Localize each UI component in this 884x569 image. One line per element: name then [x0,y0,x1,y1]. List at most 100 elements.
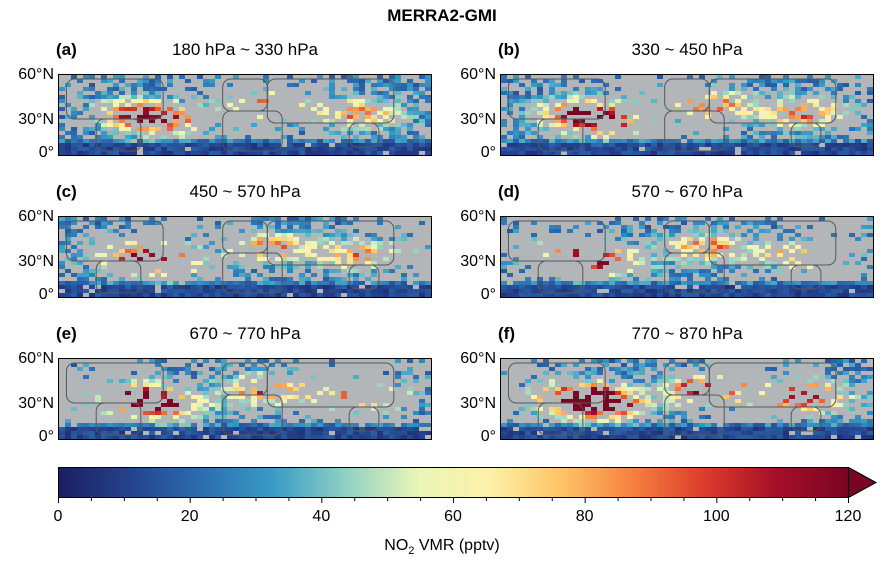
map-cell [185,119,191,123]
map-cell [257,285,263,289]
map-cell [269,423,275,427]
map-cell [687,399,693,403]
map-cell [573,87,579,91]
map-cell [389,119,395,123]
map-cell [507,79,513,83]
map-cell [699,139,705,143]
map-cell [299,217,305,221]
map-cell [155,435,161,439]
map-cell [155,79,161,83]
map-cell [107,151,113,155]
map-cell [83,281,89,285]
map-cell [323,273,329,277]
map-cell [401,135,407,139]
map-cell [669,261,675,265]
map-cell [101,131,107,135]
map-cell [783,245,789,249]
map-cell [317,139,323,143]
map-cell [347,131,353,135]
map-cell [513,139,519,143]
map-cell [353,127,359,131]
map-cell [83,143,89,147]
map-cell [161,87,167,91]
map-cell [759,241,765,245]
map-cell [269,395,275,399]
map-cell [615,431,621,435]
map-cell [299,423,305,427]
map-cell [71,139,77,143]
map-cell [813,103,819,107]
map-cell [549,427,555,431]
map-cell [783,281,789,285]
map-cell [621,151,627,155]
map-cell [669,241,675,245]
map-cell [729,431,735,435]
map-cell [167,371,173,375]
map-cell [221,281,227,285]
map-cell [299,229,305,233]
map-cell [753,431,759,435]
map-cell [519,289,525,293]
map-cell [83,75,89,79]
map-cell [329,285,335,289]
map-cell [849,139,855,143]
map-cell [275,415,281,419]
map-cell [131,107,137,111]
map-cell [293,143,299,147]
map-cell [789,131,795,135]
map-cell [759,285,765,289]
map-cell [305,139,311,143]
map-cell [693,423,699,427]
map-cell [233,427,239,431]
map-cell [305,245,311,249]
map-cell [119,431,125,435]
map-cell [867,403,873,407]
map-cell [173,415,179,419]
map-cell [275,265,281,269]
map-cell [347,435,353,439]
coastline [790,264,822,290]
map-cell [143,249,149,253]
map-cell [371,107,377,111]
map-cell [597,281,603,285]
map-cell [383,95,389,99]
map-cell [389,249,395,253]
map-cell [699,151,705,155]
map-cell [573,123,579,127]
map-cell [59,261,65,265]
map-cell [143,95,149,99]
map-cell [353,423,359,427]
map-cell [143,107,149,111]
map-cell [77,79,83,83]
map-cell [699,423,705,427]
map-cell [669,427,675,431]
panel-f-lat-60: 60°N [460,350,496,367]
map-cell [269,261,275,265]
map-cell [597,91,603,95]
map-cell [621,273,627,277]
map-cell [627,253,633,257]
map-cell [395,111,401,115]
map-cell [573,91,579,95]
map-cell [185,281,191,285]
map-cell [603,111,609,115]
map-cell [591,127,597,131]
map-cell [389,237,395,241]
map-cell [777,79,783,83]
map-cell [813,407,819,411]
map-cell [813,91,819,95]
map-cell [861,427,867,431]
map-cell [831,423,837,427]
map-cell [675,403,681,407]
map-cell [801,139,807,143]
map-cell [377,79,383,83]
map-cell [561,289,567,293]
map-cell [537,407,543,411]
map-cell [573,127,579,131]
map-cell [323,423,329,427]
map-cell [227,293,233,297]
map-cell [645,427,651,431]
map-cell [143,289,149,293]
map-cell [759,107,765,111]
map-cell [789,237,795,241]
